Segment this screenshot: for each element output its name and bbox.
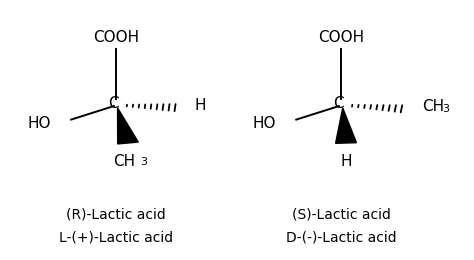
Text: C: C — [334, 96, 344, 111]
Text: 3: 3 — [140, 157, 147, 167]
Text: (R)-Lactic acid: (R)-Lactic acid — [66, 207, 166, 222]
Text: H: H — [194, 98, 206, 113]
Text: HO: HO — [27, 116, 51, 131]
Polygon shape — [336, 108, 356, 143]
Text: HO: HO — [252, 116, 276, 131]
Text: L-(+)-Lactic acid: L-(+)-Lactic acid — [59, 231, 173, 245]
Text: COOH: COOH — [318, 30, 365, 46]
Text: D-(-)-Lactic acid: D-(-)-Lactic acid — [286, 231, 397, 245]
Text: H: H — [340, 154, 352, 169]
Text: COOH: COOH — [93, 30, 139, 46]
Text: C: C — [109, 96, 119, 111]
Text: 3: 3 — [442, 104, 449, 114]
Text: CH: CH — [113, 154, 135, 169]
Text: (S)-Lactic acid: (S)-Lactic acid — [292, 207, 391, 222]
Text: CH: CH — [422, 99, 444, 114]
Polygon shape — [118, 108, 138, 144]
